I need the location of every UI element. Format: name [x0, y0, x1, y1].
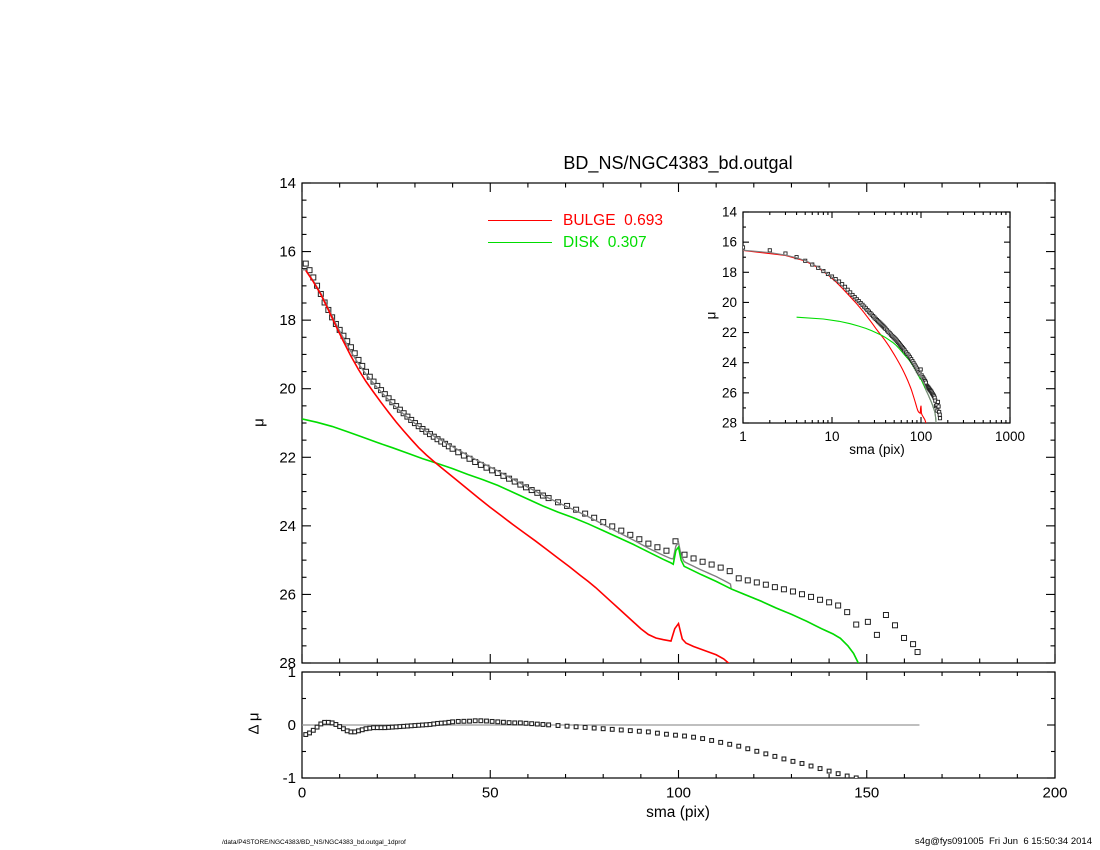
- svg-text:26: 26: [279, 586, 296, 603]
- svg-text:150: 150: [854, 785, 879, 802]
- bulge-line: [305, 269, 730, 663]
- svg-text:10: 10: [824, 429, 839, 444]
- inset-x-axis-label: sma (pix): [849, 442, 905, 457]
- svg-text:18: 18: [279, 312, 296, 329]
- svg-text:16: 16: [279, 244, 296, 261]
- footer-user-timestamp: s4g@fys091005 Fri Jun 6 15:50:34 2014: [914, 836, 1092, 847]
- panel-frames: [301, 182, 1056, 779]
- bulge-legend-label: BULGE 0.693: [563, 212, 663, 229]
- axis-ticks: [301, 182, 1056, 779]
- svg-text:26: 26: [722, 385, 737, 400]
- svg-text:200: 200: [1042, 785, 1067, 802]
- figure-title: BD_NS/NGC4383_bd.outgal: [563, 153, 793, 173]
- svg-text:16: 16: [722, 235, 737, 250]
- svg-text:-1: -1: [283, 770, 296, 787]
- disk-line: [302, 418, 860, 663]
- svg-text:28: 28: [722, 416, 737, 431]
- svg-text:20: 20: [279, 381, 296, 398]
- inset-bulge-line: [743, 249, 927, 423]
- inset-model-total-line: [743, 249, 937, 423]
- svg-text:0: 0: [298, 785, 306, 802]
- svg-text:14: 14: [279, 175, 296, 192]
- svg-text:0: 0: [288, 717, 296, 734]
- svg-text:100: 100: [666, 785, 691, 802]
- svg-text:20: 20: [722, 295, 737, 310]
- svg-text:14: 14: [722, 205, 738, 220]
- disk-legend-label: DISK 0.307: [563, 234, 647, 251]
- svg-text:22: 22: [722, 325, 737, 340]
- residual-y-axis-label: Δ μ: [245, 712, 263, 735]
- svg-text:28: 28: [279, 655, 296, 672]
- svg-text:100: 100: [910, 429, 933, 444]
- footer-file-path: /data/P4STORE/NGC4383/BD_NS/NGC4383_bd.o…: [222, 839, 406, 846]
- svg-text:50: 50: [482, 785, 499, 802]
- disk-legend-line: [488, 242, 552, 243]
- residual-markers: [303, 718, 859, 778]
- main-y-axis-label: μ: [250, 418, 268, 427]
- x-axis-label: sma (pix): [646, 804, 710, 821]
- svg-text:1: 1: [288, 664, 296, 681]
- svg-text:1000: 1000: [995, 429, 1025, 444]
- svg-text:24: 24: [722, 355, 738, 370]
- bulge-legend-line: [488, 220, 552, 221]
- svg-text:22: 22: [279, 449, 296, 466]
- svg-text:24: 24: [279, 518, 296, 535]
- svg-text:1: 1: [739, 429, 747, 444]
- svg-text:18: 18: [722, 265, 737, 280]
- inset-y-axis-label: μ: [703, 311, 719, 320]
